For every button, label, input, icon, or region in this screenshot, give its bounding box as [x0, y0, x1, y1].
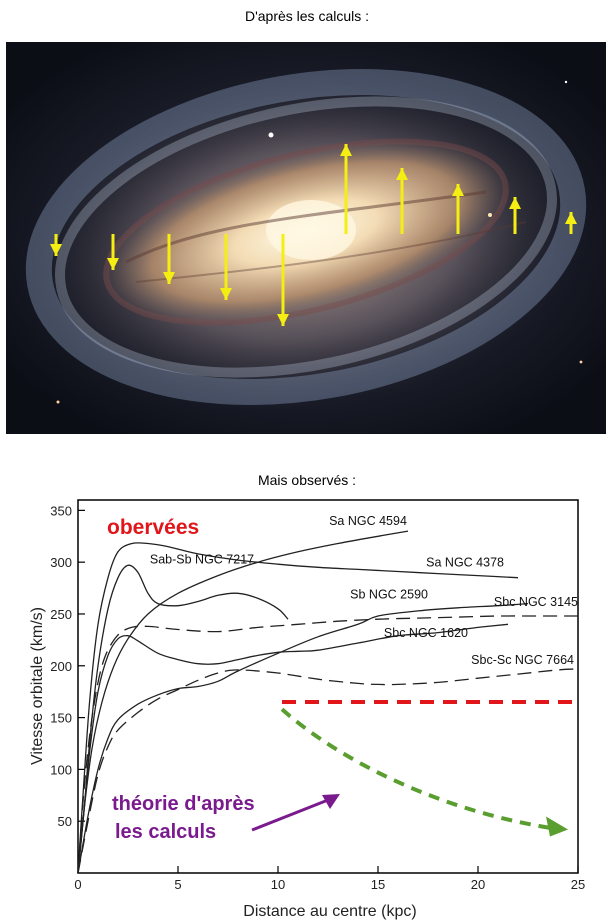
y-tick-label: 200	[50, 659, 72, 674]
caption-top: D'après les calculs :	[244, 8, 370, 24]
series-label-4: Sbc NGC 3145	[494, 595, 578, 609]
x-tick-label: 15	[371, 877, 385, 892]
velocity-arrow-up	[396, 168, 408, 234]
velocity-arrow-down	[163, 234, 175, 284]
series-label-0: Sa NGC 4594	[329, 514, 407, 528]
theory-pointer-arrowhead	[322, 794, 340, 809]
velocity-arrow-down	[107, 234, 119, 270]
observed-annotation: obervées	[107, 516, 199, 539]
series-label-5: Sbc NGC 1620	[384, 626, 468, 640]
y-tick-label: 250	[50, 607, 72, 622]
series-line-2	[77, 564, 289, 874]
series-line-0	[77, 530, 409, 874]
series-label-3: Sb NGC 2590	[350, 588, 428, 602]
x-tick-label: 10	[271, 877, 285, 892]
y-tick-label: 350	[50, 503, 72, 518]
series-label-1: Sa NGC 4378	[426, 555, 504, 569]
y-axis-label: Vitesse orbitale (km/s)	[29, 607, 46, 765]
y-tick-label: 50	[58, 814, 72, 829]
rotation-curve-chart: 0 5 10 15 20 25 50 100 150 200 250 300 350 Sa NGC 45…	[29, 499, 585, 920]
galaxy-image	[6, 42, 606, 434]
series-label-2: Sab-Sb NGC 7217	[150, 552, 254, 566]
velocity-arrow-down	[277, 234, 289, 326]
series-label-6: Sbc-Sc NGC 7664	[471, 653, 574, 667]
series-line-4	[77, 615, 578, 874]
series-line-1	[77, 542, 519, 874]
velocity-arrow-up	[565, 212, 577, 234]
series-line-6	[77, 668, 579, 874]
plot-frame	[77, 499, 579, 874]
theory-annotation-line1: théorie d'après	[112, 793, 255, 815]
x-tick-label: 0	[74, 877, 81, 892]
velocity-arrow-up	[340, 144, 352, 234]
velocity-arrow-down	[220, 234, 232, 300]
theory-annotation-line2: les calculs	[115, 821, 216, 843]
theoretical-decline-curve	[280, 707, 555, 831]
velocity-arrow-down	[50, 234, 62, 256]
y-tick-label: 100	[50, 762, 72, 777]
x-axis-label: Distance au centre (kpc)	[243, 903, 416, 920]
series-line-3	[77, 602, 529, 874]
y-tick-label: 150	[50, 711, 72, 726]
y-tick-label: 300	[50, 555, 72, 570]
x-tick-label: 25	[571, 877, 585, 892]
decline-arrowhead	[546, 816, 568, 837]
velocity-arrow-up	[452, 184, 464, 234]
velocity-arrow-up	[509, 197, 521, 234]
x-tick-label: 5	[174, 877, 181, 892]
caption-bottom: Mais observés :	[257, 472, 357, 488]
velocity-arrows	[50, 144, 577, 326]
theory-pointer-arrow	[251, 798, 329, 832]
x-tick-label: 20	[471, 877, 485, 892]
series-line-5	[77, 623, 509, 874]
